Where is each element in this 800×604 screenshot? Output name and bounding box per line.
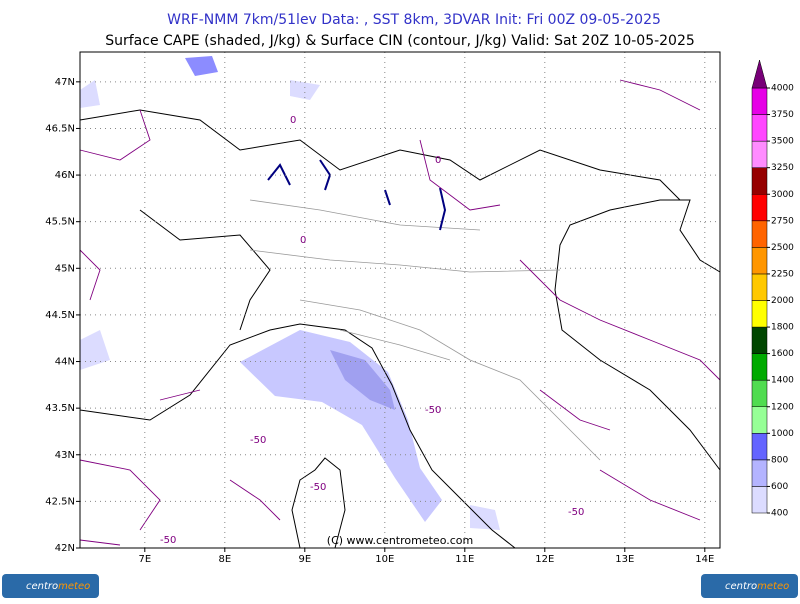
colorbar-bin — [751, 247, 768, 275]
logo-text: centrometeo — [26, 581, 90, 592]
colorbar-label: 1800 — [771, 323, 794, 333]
x-tick-label: 12E — [535, 554, 554, 565]
colorbar-label: 3000 — [771, 190, 794, 200]
x-tick-label: 14E — [695, 554, 714, 565]
cape-shade — [330, 350, 395, 410]
logo-text: centrometeo — [725, 581, 789, 592]
colorbar-bin — [751, 114, 768, 142]
y-tick-label: 46N — [55, 170, 75, 181]
colorbar-label: 3250 — [771, 163, 794, 173]
colorbar-bin — [751, 379, 768, 407]
colorbar-bin — [751, 459, 768, 487]
logo-box — [701, 574, 798, 598]
x-tick-label: 11E — [455, 554, 474, 565]
y-tick-label: 47N — [55, 77, 75, 88]
cape-shade — [185, 56, 218, 76]
contour-label: 0 — [300, 235, 306, 246]
colorbar-over — [751, 59, 768, 89]
colorbar-label: 400 — [771, 509, 788, 519]
x-tick-label: 8E — [218, 554, 231, 565]
y-tick-label: 44N — [55, 357, 75, 368]
colorbar-label: 2250 — [771, 269, 794, 279]
coastline — [79, 323, 516, 549]
y-tick-label: 46.5N — [45, 123, 75, 134]
logo: centrometeo centrometeo — [2, 574, 798, 598]
y-tick-label: 43N — [55, 450, 75, 461]
colorbar-label: 4000 — [771, 84, 794, 94]
colorbar-label: 1600 — [771, 349, 794, 359]
x-tick-label: 10E — [375, 554, 394, 565]
x-tick-label: 9E — [298, 554, 311, 565]
colorbar-bin — [751, 194, 768, 222]
cape-shade — [240, 330, 442, 522]
colorbar-bin — [751, 486, 768, 514]
y-tick-label: 42.5N — [45, 496, 75, 507]
copyright: (C) www.centrometeo.com — [327, 534, 473, 547]
contour-label: -50 — [160, 535, 176, 546]
colorbar-label: 2000 — [771, 296, 794, 306]
y-tick-label: 45.5N — [45, 217, 75, 228]
colorbar: 400 600 800 1000 1200 1400 1600 1800 2000 2250 250… — [751, 59, 794, 519]
y-tick-label: 43.5N — [45, 403, 75, 414]
colorbar-bin — [751, 433, 768, 461]
colorbar-label: 1400 — [771, 376, 794, 386]
colorbar-bin — [751, 220, 768, 248]
colorbar-bin — [751, 406, 768, 434]
logo-part: meteo — [757, 581, 789, 592]
x-tick-label: 13E — [615, 554, 634, 565]
colorbar-bin — [751, 87, 768, 115]
colorbar-bin — [751, 326, 768, 354]
y-tick-label: 42N — [55, 543, 75, 554]
logo-box — [2, 574, 99, 598]
colorbar-bin — [751, 353, 768, 381]
colorbar-label: 2750 — [771, 216, 794, 226]
contour-label: -50 — [568, 507, 584, 518]
colorbar-label: 3750 — [771, 110, 794, 120]
colorbar-bin — [751, 140, 768, 168]
contour-label: 0 — [435, 155, 441, 166]
title: WRF-NMM 7km/51lev Data: , SST 8km, 3DVAR… — [167, 12, 661, 28]
admin-border — [249, 199, 601, 461]
subtitle: Surface CAPE (shaded, J/kg) & Surface CI… — [105, 33, 695, 49]
colorbar-bin — [751, 167, 768, 195]
contour-label: -50 — [425, 405, 441, 416]
map-area — [79, 51, 721, 549]
logo-part: meteo — [58, 581, 90, 592]
colorbar-label: 800 — [771, 455, 788, 465]
colorbar-label: 3500 — [771, 137, 794, 147]
cin-contour — [79, 79, 721, 546]
contour-label: 0 — [290, 115, 296, 126]
coastline — [554, 199, 721, 471]
colorbar-bin — [751, 273, 768, 301]
map-border — [79, 51, 721, 549]
logo-part: centro — [26, 581, 58, 592]
colorbar-label: 600 — [771, 482, 788, 492]
colorbar-label: 2500 — [771, 243, 794, 253]
logo-part: centro — [725, 581, 757, 592]
contour-label: -50 — [310, 482, 326, 493]
colorbar-label: 1200 — [771, 402, 794, 412]
y-tick-label: 45N — [55, 263, 75, 274]
colorbar-label: 1000 — [771, 429, 794, 439]
border — [79, 109, 681, 201]
colorbar-bin — [751, 300, 768, 328]
contour-label: -50 — [250, 435, 266, 446]
y-tick-label: 44.5N — [45, 310, 75, 321]
border — [139, 209, 271, 331]
x-tick-label: 7E — [138, 554, 151, 565]
